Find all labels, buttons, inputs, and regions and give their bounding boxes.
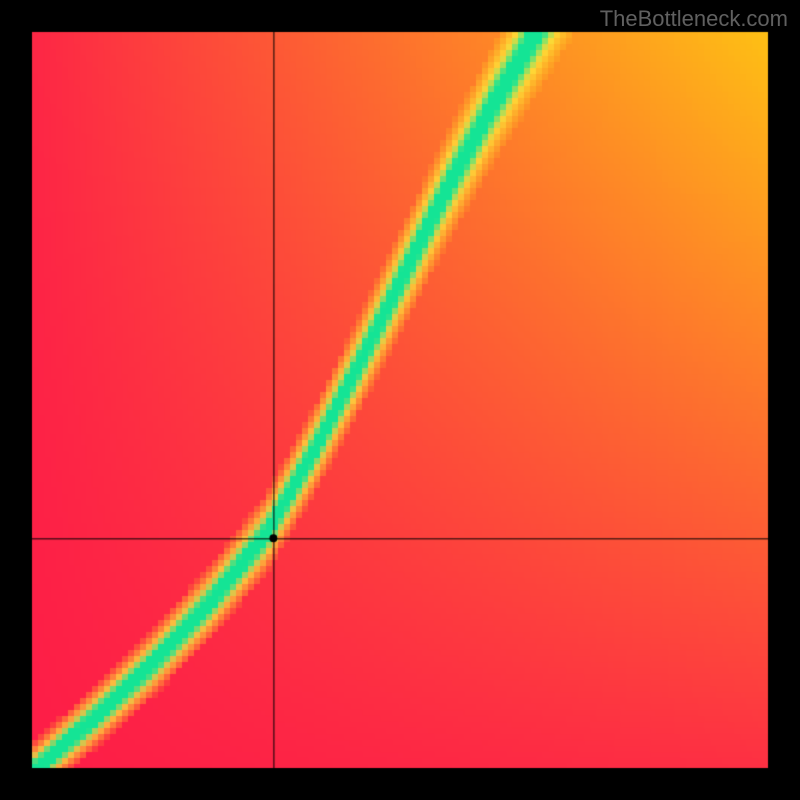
watermark-text: TheBottleneck.com [600,6,788,32]
chart-container: TheBottleneck.com [0,0,800,800]
heatmap-canvas [0,0,800,800]
